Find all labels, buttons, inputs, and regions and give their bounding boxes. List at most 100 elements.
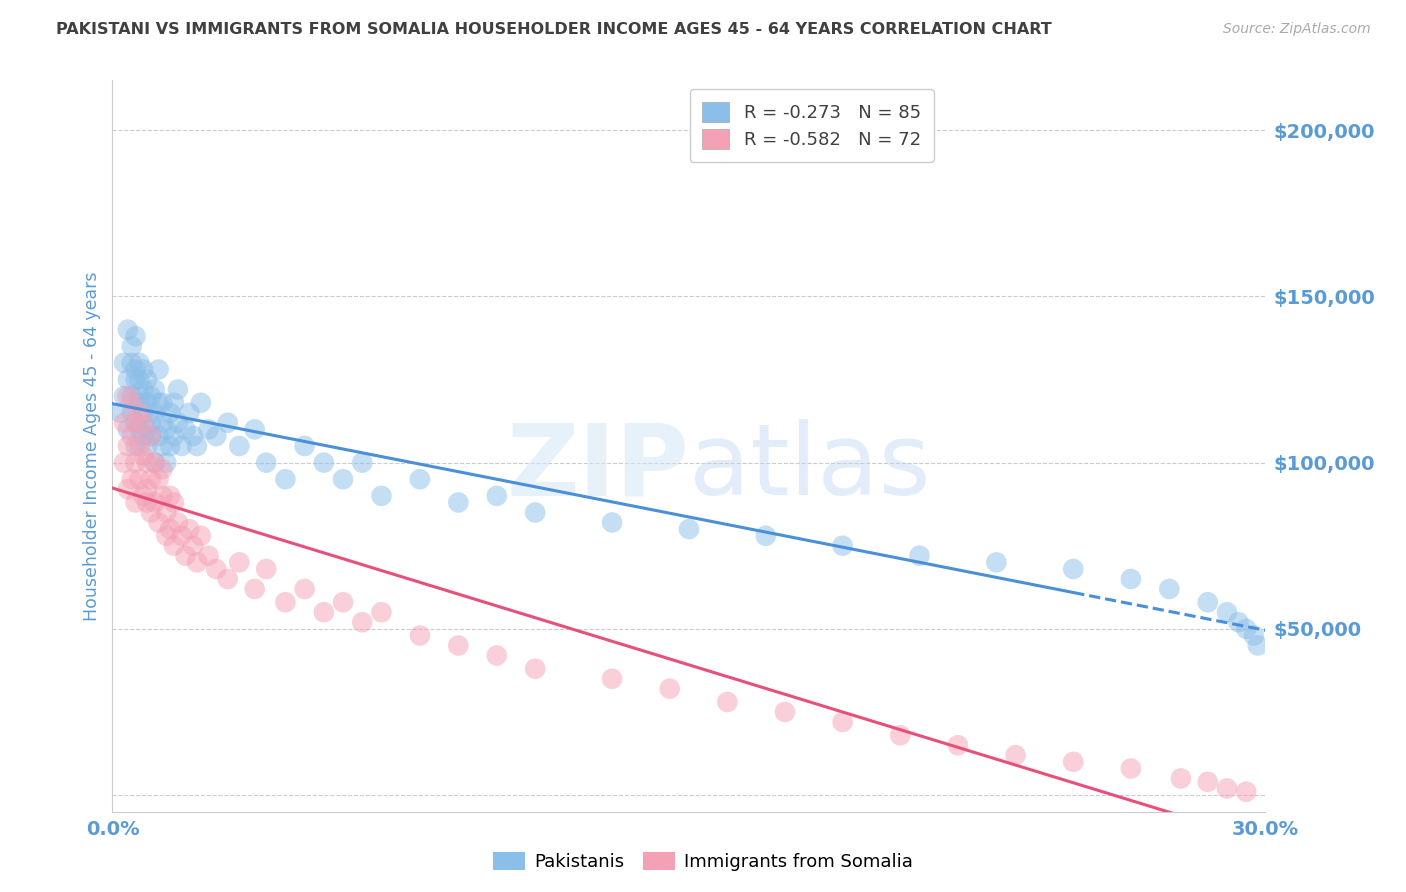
Point xyxy=(117,422,139,436)
Point xyxy=(159,439,181,453)
Point xyxy=(121,356,143,370)
Point xyxy=(159,406,181,420)
Point xyxy=(190,529,212,543)
Point xyxy=(124,456,146,470)
Point xyxy=(108,406,131,420)
Point xyxy=(205,429,228,443)
Point xyxy=(174,422,197,436)
Y-axis label: Householder Income Ages 45 - 64 years: Householder Income Ages 45 - 64 years xyxy=(83,271,101,621)
Point xyxy=(181,539,204,553)
Point xyxy=(831,539,853,553)
Point xyxy=(274,472,297,486)
Point xyxy=(228,555,250,569)
Point xyxy=(121,396,143,410)
Point xyxy=(155,422,177,436)
Point xyxy=(179,406,201,420)
Point xyxy=(1197,774,1219,789)
Point xyxy=(121,389,143,403)
Point xyxy=(117,389,139,403)
Point xyxy=(152,396,174,410)
Point xyxy=(121,406,143,420)
Point xyxy=(1247,639,1270,653)
Point xyxy=(166,383,188,397)
Point xyxy=(755,529,778,543)
Point xyxy=(128,389,150,403)
Point xyxy=(197,549,219,563)
Point xyxy=(243,422,266,436)
Point xyxy=(889,728,911,742)
Point xyxy=(121,339,143,353)
Point xyxy=(136,422,159,436)
Point xyxy=(163,429,186,443)
Point xyxy=(121,472,143,486)
Point xyxy=(132,406,155,420)
Point xyxy=(447,495,470,509)
Point xyxy=(117,323,139,337)
Point xyxy=(155,506,177,520)
Point xyxy=(1234,785,1257,799)
Point xyxy=(254,456,277,470)
Point xyxy=(155,456,177,470)
Point xyxy=(294,582,316,596)
Point xyxy=(148,516,170,530)
Point xyxy=(143,456,166,470)
Point xyxy=(332,472,354,486)
Point xyxy=(485,489,508,503)
Point xyxy=(143,495,166,509)
Point xyxy=(143,383,166,397)
Point xyxy=(128,372,150,386)
Point xyxy=(166,516,188,530)
Legend: Pakistanis, Immigrants from Somalia: Pakistanis, Immigrants from Somalia xyxy=(485,845,921,879)
Point xyxy=(143,456,166,470)
Point xyxy=(485,648,508,663)
Point xyxy=(152,462,174,476)
Point xyxy=(112,416,135,430)
Point xyxy=(773,705,796,719)
Point xyxy=(1216,781,1239,796)
Point xyxy=(139,429,162,443)
Point xyxy=(181,429,204,443)
Point xyxy=(370,489,392,503)
Point xyxy=(124,439,146,453)
Point xyxy=(155,529,177,543)
Point xyxy=(312,456,335,470)
Point xyxy=(409,628,432,642)
Point xyxy=(136,482,159,496)
Point xyxy=(128,396,150,410)
Point xyxy=(128,439,150,453)
Point xyxy=(332,595,354,609)
Point xyxy=(136,396,159,410)
Point xyxy=(1197,595,1219,609)
Point xyxy=(132,383,155,397)
Point xyxy=(447,639,470,653)
Point xyxy=(159,489,181,503)
Point xyxy=(132,449,155,463)
Point xyxy=(1062,562,1084,576)
Point xyxy=(159,522,181,536)
Point xyxy=(1216,605,1239,619)
Point xyxy=(174,549,197,563)
Point xyxy=(139,429,162,443)
Point xyxy=(143,406,166,420)
Point xyxy=(132,362,155,376)
Point xyxy=(409,472,432,486)
Point xyxy=(352,456,374,470)
Point xyxy=(121,429,143,443)
Point xyxy=(139,472,162,486)
Point xyxy=(658,681,681,696)
Point xyxy=(163,539,186,553)
Point xyxy=(117,482,139,496)
Point xyxy=(124,416,146,430)
Point xyxy=(139,506,162,520)
Point xyxy=(1159,582,1181,596)
Point xyxy=(148,472,170,486)
Point xyxy=(139,416,162,430)
Point xyxy=(124,362,146,376)
Point xyxy=(1234,622,1257,636)
Point xyxy=(1004,748,1026,763)
Point xyxy=(716,695,738,709)
Point xyxy=(217,572,239,586)
Point xyxy=(524,506,547,520)
Point xyxy=(370,605,392,619)
Point xyxy=(946,738,969,752)
